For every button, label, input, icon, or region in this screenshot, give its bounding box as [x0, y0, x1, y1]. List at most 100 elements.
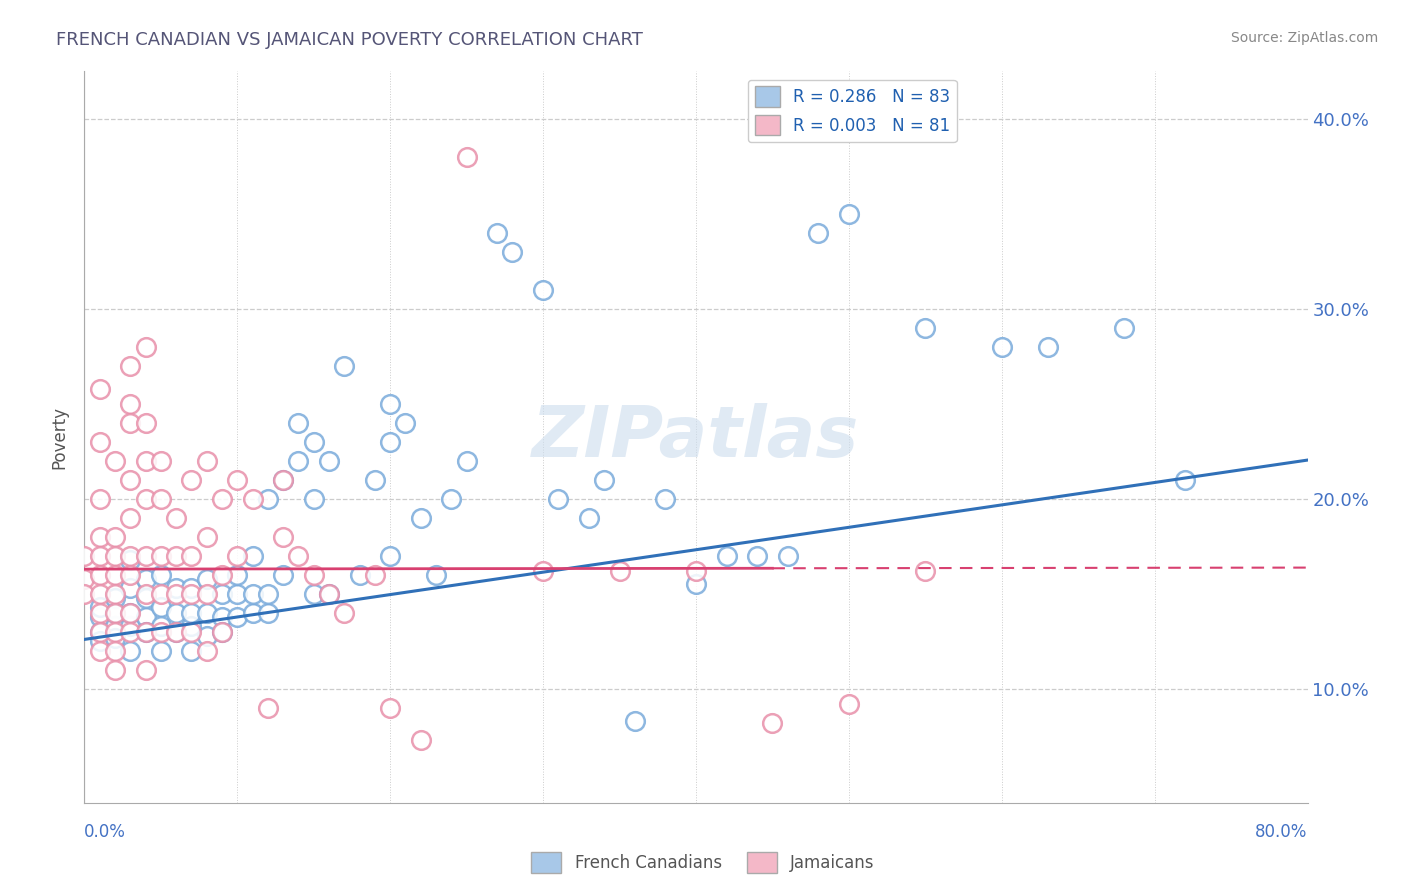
Point	[287, 549, 309, 563]
Point	[104, 663, 127, 677]
Point	[226, 549, 249, 563]
Point	[211, 624, 233, 639]
Point	[180, 624, 202, 639]
Point	[271, 473, 294, 487]
Point	[89, 609, 111, 624]
Point	[211, 587, 233, 601]
Point	[165, 624, 187, 639]
Point	[380, 434, 402, 449]
Point	[120, 644, 142, 658]
Point	[195, 454, 218, 468]
Point	[394, 416, 416, 430]
Point	[89, 600, 111, 615]
Point	[914, 564, 936, 578]
Point	[409, 733, 432, 747]
Point	[364, 567, 387, 582]
Point	[89, 644, 111, 658]
Point	[716, 549, 738, 563]
Point	[73, 572, 96, 586]
Point	[776, 549, 799, 563]
Point	[318, 587, 340, 601]
Point	[104, 631, 127, 645]
Point	[180, 644, 202, 658]
Point	[165, 624, 187, 639]
Point	[593, 473, 616, 487]
Point	[89, 587, 111, 601]
Point	[135, 663, 157, 677]
Point	[180, 619, 202, 633]
Point	[89, 624, 111, 639]
Point	[104, 549, 127, 563]
Point	[135, 454, 157, 468]
Point	[149, 454, 172, 468]
Point	[211, 624, 233, 639]
Point	[547, 491, 569, 506]
Point	[302, 587, 325, 601]
Point	[135, 624, 157, 639]
Point	[104, 591, 127, 605]
Point	[89, 491, 111, 506]
Point	[120, 581, 142, 595]
Point	[135, 587, 157, 601]
Point	[195, 572, 218, 586]
Point	[440, 491, 463, 506]
Point	[120, 552, 142, 566]
Point	[165, 581, 187, 595]
Point	[685, 564, 707, 578]
Point	[135, 572, 157, 586]
Point	[149, 624, 172, 639]
Point	[226, 609, 249, 624]
Point	[135, 491, 157, 506]
Point	[333, 359, 356, 373]
Point	[149, 644, 172, 658]
Point	[135, 591, 157, 605]
Point	[1114, 321, 1136, 335]
Point	[104, 454, 127, 468]
Point	[195, 530, 218, 544]
Point	[486, 226, 509, 240]
Point	[89, 634, 111, 648]
Point	[302, 567, 325, 582]
Point	[135, 340, 157, 354]
Point	[165, 587, 187, 601]
Point	[380, 549, 402, 563]
Point	[73, 587, 96, 601]
Point	[104, 567, 127, 582]
Point	[226, 567, 249, 582]
Legend: French Canadians, Jamaicans: French Canadians, Jamaicans	[524, 846, 882, 880]
Point	[807, 226, 830, 240]
Point	[104, 624, 127, 639]
Point	[89, 567, 111, 582]
Point	[242, 587, 264, 601]
Point	[257, 606, 280, 620]
Point	[211, 491, 233, 506]
Point	[609, 564, 631, 578]
Point	[89, 606, 111, 620]
Point	[149, 600, 172, 615]
Text: ZIPatlas: ZIPatlas	[533, 402, 859, 472]
Point	[226, 587, 249, 601]
Point	[456, 454, 478, 468]
Point	[257, 491, 280, 506]
Point	[104, 619, 127, 633]
Point	[226, 473, 249, 487]
Point	[685, 577, 707, 591]
Point	[135, 624, 157, 639]
Point	[409, 511, 432, 525]
Point	[120, 567, 142, 582]
Point	[242, 491, 264, 506]
Point	[531, 564, 554, 578]
Point	[104, 644, 127, 658]
Point	[195, 644, 218, 658]
Point	[838, 207, 860, 221]
Point	[165, 606, 187, 620]
Point	[242, 549, 264, 563]
Point	[624, 714, 647, 728]
Text: FRENCH CANADIAN VS JAMAICAN POVERTY CORRELATION CHART: FRENCH CANADIAN VS JAMAICAN POVERTY CORR…	[56, 31, 643, 49]
Point	[654, 491, 676, 506]
Point	[195, 629, 218, 643]
Point	[578, 511, 600, 525]
Point	[761, 716, 783, 731]
Point	[747, 549, 769, 563]
Point	[149, 619, 172, 633]
